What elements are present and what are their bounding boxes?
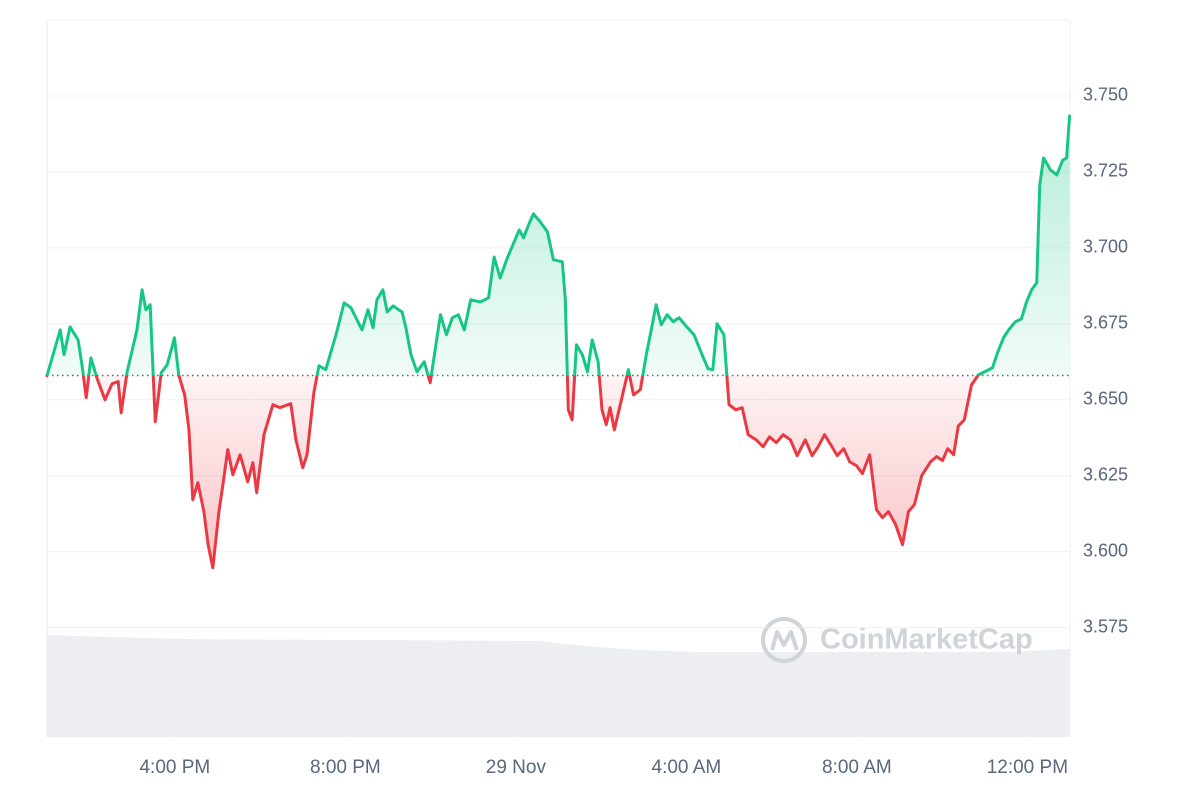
y-tick-label: 3.725 xyxy=(1083,161,1128,181)
x-tick-label: 12:00 PM xyxy=(987,757,1068,778)
watermark-text: CoinMarketCap xyxy=(820,624,1033,656)
watermark: CoinMarketCap xyxy=(761,617,1033,663)
y-tick-label: 3.625 xyxy=(1083,464,1128,484)
watermark-logo-mark xyxy=(770,630,799,651)
price-line xyxy=(45,114,1072,570)
volume-area xyxy=(47,635,1070,737)
y-tick-label: 3.750 xyxy=(1083,85,1128,105)
x-tick-label: 8:00 PM xyxy=(310,757,381,778)
x-tick-label: 8:00 AM xyxy=(822,757,892,778)
x-tick-label: 29 Nov xyxy=(486,757,547,778)
y-tick-label: 3.700 xyxy=(1083,237,1128,257)
area-fill xyxy=(47,116,1070,568)
x-tick-label: 4:00 AM xyxy=(652,757,722,778)
y-tick-label: 3.650 xyxy=(1083,389,1128,409)
y-tick-label: 3.575 xyxy=(1083,616,1128,636)
y-tick-label: 3.600 xyxy=(1083,540,1128,560)
watermark-logo xyxy=(761,617,807,663)
x-tick-label: 4:00 PM xyxy=(139,757,210,778)
y-tick-label: 3.675 xyxy=(1083,313,1128,333)
